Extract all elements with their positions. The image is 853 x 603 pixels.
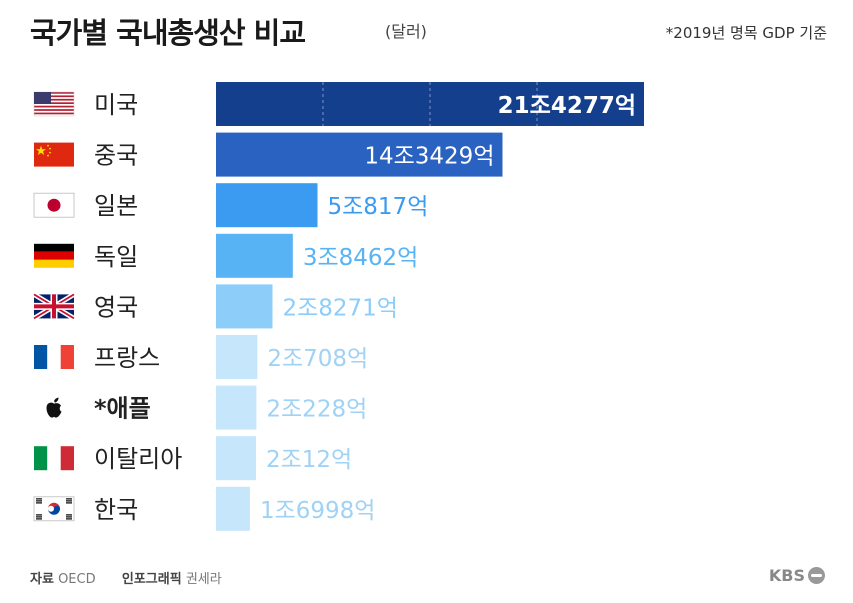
value-label: 1조6998억 <box>260 498 376 524</box>
category-label: 영국 <box>94 293 138 321</box>
category-label: 미국 <box>94 91 138 119</box>
kbs-logo: KBS <box>769 566 825 585</box>
bar <box>216 486 250 531</box>
chart-unit: (달러) <box>385 22 427 41</box>
chart-note: *2019년 명목 GDP 기준 <box>665 24 827 42</box>
value-label: 2조228억 <box>266 397 367 423</box>
usa-flag-icon <box>33 91 75 117</box>
bar <box>216 233 293 278</box>
credit-value: 권세라 <box>185 572 222 587</box>
category-label: *애플 <box>94 395 151 423</box>
kbs-logo-icon <box>808 567 825 584</box>
source-label: 자료 <box>30 572 54 587</box>
chart-title: 국가별 국내총생산 비교 <box>30 16 306 50</box>
footer-credits: 자료 OECD 인포그래픽 권세라 <box>30 568 222 587</box>
bar <box>216 132 503 177</box>
category-label: 중국 <box>94 142 138 170</box>
credit-label: 인포그래픽 <box>121 572 182 587</box>
uk-flag-icon <box>32 292 76 321</box>
value-label: 14조3429억 <box>364 144 494 170</box>
category-label: 프랑스 <box>94 344 160 372</box>
germany-flag-icon <box>34 243 74 268</box>
china-flag-icon <box>34 142 74 167</box>
italy-flag-icon <box>34 446 74 471</box>
japan-flag-icon <box>33 192 75 218</box>
bar <box>216 335 258 379</box>
kbs-logo-text: KBS <box>768 566 805 585</box>
bar <box>216 284 273 329</box>
value-label: 2조8271억 <box>282 295 398 321</box>
source-value: OECD <box>58 572 96 587</box>
bar <box>216 436 256 481</box>
value-label: 2조12억 <box>266 447 352 473</box>
value-label: 3조8462억 <box>303 245 419 271</box>
apple-logo-icon <box>46 397 62 418</box>
bar <box>216 385 257 430</box>
value-label: 2조708억 <box>267 346 368 372</box>
bar <box>216 82 644 126</box>
category-label: 한국 <box>94 496 138 524</box>
value-label: 21조4277억 <box>498 93 636 119</box>
korea-flag-icon <box>33 496 75 522</box>
category-label: 일본 <box>94 192 138 220</box>
value-label: 5조817억 <box>328 194 429 220</box>
bar <box>216 183 318 228</box>
france-flag-icon <box>34 345 74 369</box>
category-label: 이탈리아 <box>94 445 182 473</box>
category-label: 독일 <box>94 243 138 271</box>
